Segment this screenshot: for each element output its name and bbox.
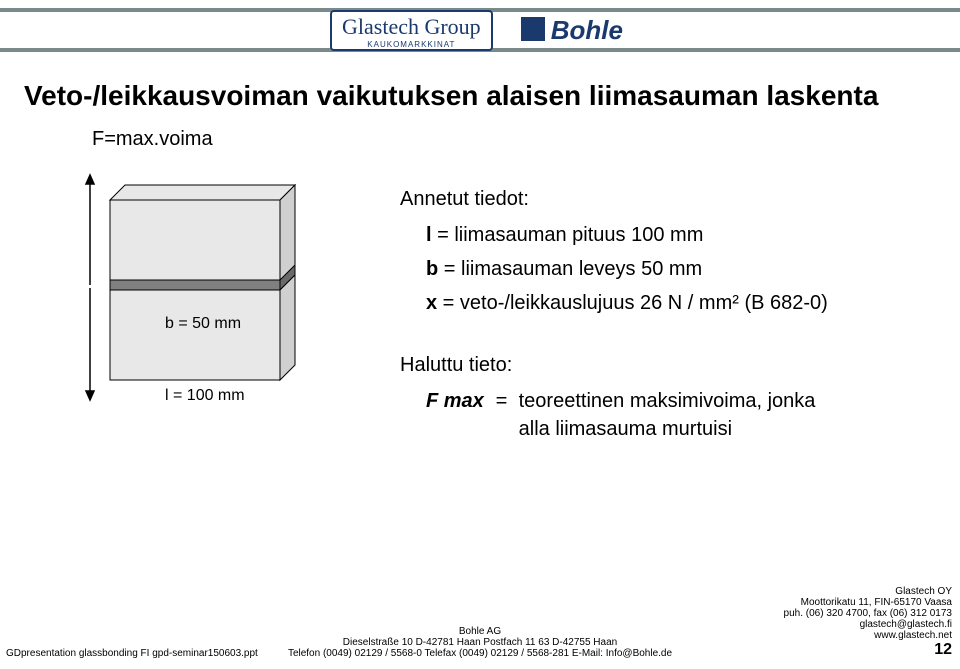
page-number: 12 (784, 641, 952, 659)
footer-right-line: Moottorikatu 11, FIN-65170 Vaasa (784, 597, 952, 608)
given-val: = liimasauman pituus 100 mm (432, 224, 704, 246)
bohle-logo: Bohle (521, 15, 623, 46)
l-label: l = 100 mm (165, 387, 245, 404)
given-val: = liimasauman leveys 50 mm (438, 258, 702, 280)
glastech-logo-name: Glastech Group (342, 14, 481, 40)
fmax-val: teoreettinen maksimivoima, jonka alla li… (519, 387, 849, 443)
diagram: b = 50 mm l = 100 mm (70, 170, 330, 430)
footer-center-line: Telefon (0049) 02129 / 5568-0 Telefax (0… (220, 648, 740, 659)
footer-right-line: www.glastech.net (784, 630, 952, 641)
wanted-head: Haluttu tieto: (400, 351, 849, 379)
footer-center-line: Dieselstraße 10 D-42781 Haan Postfach 11… (220, 637, 740, 648)
given-val: = veto-/leikkauslujuus 26 N / mm² (B 682… (437, 292, 828, 314)
given-row-0: l = liimasauman pituus 100 mm (400, 221, 849, 249)
footer-right-line: puh. (06) 320 4700, fax (06) 312 0173 (784, 608, 952, 619)
glastech-logo: Glastech Group KAUKOMARKKINAT (330, 10, 493, 51)
footer-center: Bohle AG Dieselstraße 10 D-42781 Haan Po… (220, 626, 740, 659)
fmax-key: F max (426, 387, 484, 415)
bohle-logo-name: Bohle (551, 15, 623, 45)
back-plate (110, 185, 295, 290)
fmax-label: F=max.voima (92, 128, 213, 151)
footer-right: Glastech OY Moottorikatu 11, FIN-65170 V… (784, 586, 952, 659)
given-row-1: b = liimasauman leveys 50 mm (400, 255, 849, 283)
footer-right-line: glastech@glastech.fi (784, 619, 952, 630)
fmax-row: F max = teoreettinen maksimivoima, jonka… (400, 387, 849, 443)
bohle-logo-square-icon (521, 17, 545, 41)
given-row-2: x = veto-/leikkauslujuus 26 N / mm² (B 6… (400, 289, 849, 317)
footer-center-line: Bohle AG (220, 626, 740, 637)
glastech-logo-sub: KAUKOMARKKINAT (342, 40, 481, 49)
diagram-svg: b = 50 mm l = 100 mm (70, 170, 330, 430)
content: Annetut tiedot: l = liimasauman pituus 1… (400, 185, 849, 443)
fmax-eq: = (489, 387, 513, 415)
logo-row: Glastech Group KAUKOMARKKINAT Bohle (330, 10, 623, 51)
given-key: b (426, 258, 438, 280)
b-label: b = 50 mm (165, 315, 241, 332)
page-title: Veto-/leikkausvoiman vaikutuksen alaisen… (24, 80, 878, 112)
given-key: x (426, 292, 437, 314)
footer-right-line: Glastech OY (784, 586, 952, 597)
topbar: Glastech Group KAUKOMARKKINAT Bohle (0, 8, 960, 56)
force-arrows (86, 175, 94, 400)
given-head: Annetut tiedot: (400, 185, 849, 213)
